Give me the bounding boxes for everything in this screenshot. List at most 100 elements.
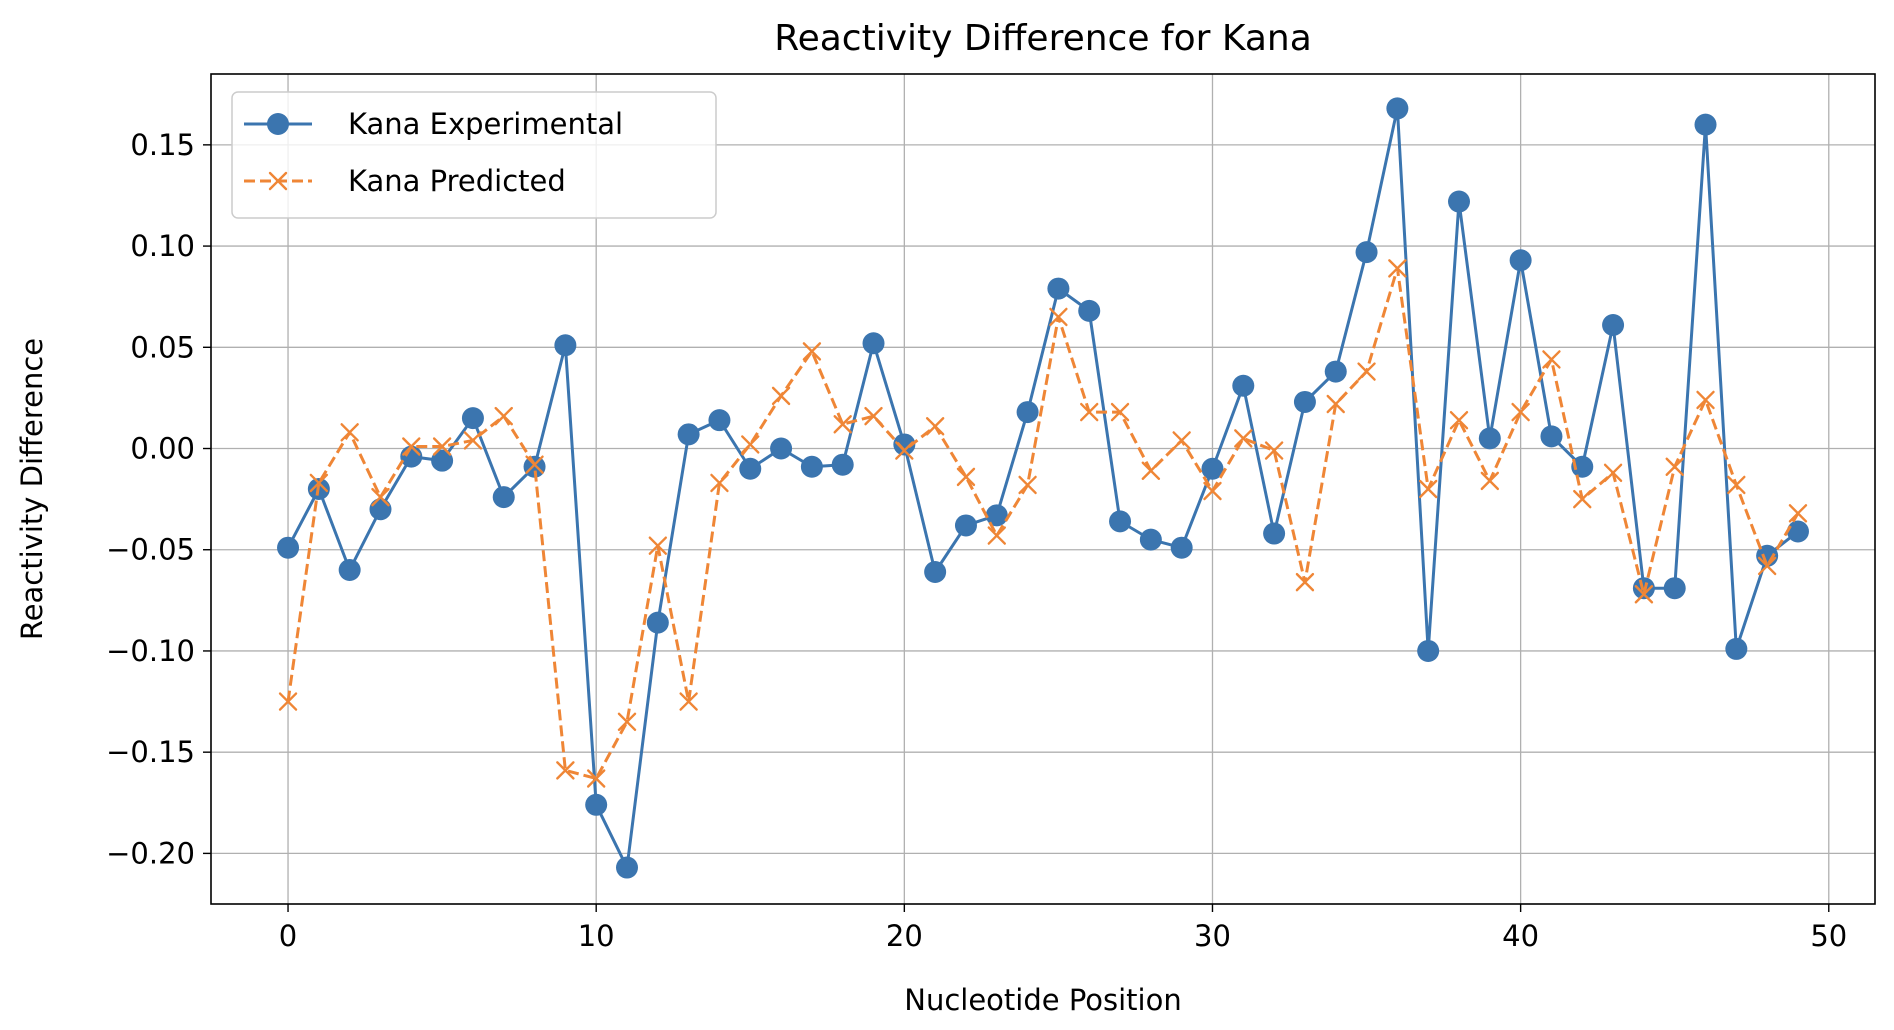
data-point-kana-predicted — [1449, 410, 1469, 430]
series-line-kana-experimental — [286, 106, 1799, 870]
data-point-kana-experimental — [523, 455, 546, 478]
data-point-kana-predicted — [525, 455, 544, 474]
data-point-kana-predicted — [432, 437, 452, 456]
legend-box — [231, 91, 717, 219]
data-point-kana-predicted — [1203, 481, 1222, 501]
data-point-kana-experimental — [985, 504, 1008, 527]
data-point-kana-experimental — [1725, 637, 1748, 660]
y-tick-label: 0.10 — [130, 229, 195, 263]
data-point-kana-experimental — [1355, 241, 1378, 264]
legend-x-marker — [268, 171, 288, 191]
data-point-kana-experimental — [461, 407, 484, 430]
data-point-kana-predicted — [1018, 475, 1037, 495]
data-point-kana-experimental — [1263, 522, 1286, 545]
data-point-kana-predicted — [987, 526, 1006, 545]
data-point-kana-experimental — [1386, 97, 1409, 120]
data-point-kana-experimental — [1078, 299, 1101, 322]
y-tick-label: 0.05 — [130, 330, 195, 364]
data-point-kana-experimental — [338, 558, 361, 581]
data-point-kana-predicted — [402, 437, 421, 456]
data-point-kana-predicted — [648, 536, 668, 555]
data-point-kana-experimental — [431, 449, 454, 472]
data-point-kana-predicted — [1511, 402, 1530, 422]
chart-title: Reactivity Difference for Kana — [774, 18, 1312, 59]
data-point-kana-experimental — [1139, 528, 1162, 551]
data-point-kana-predicted — [1357, 362, 1376, 381]
data-point-kana-predicted — [1295, 572, 1315, 592]
data-point-kana-experimental — [1201, 457, 1224, 480]
data-point-kana-experimental — [1786, 520, 1809, 543]
data-point-kana-predicted — [1696, 390, 1715, 410]
data-point-kana-experimental — [893, 433, 916, 456]
legend-label-experimental: Kana Experimental — [348, 107, 623, 141]
y-tick-label: −0.10 — [106, 634, 195, 668]
data-point-kana-experimental — [1109, 510, 1132, 533]
data-point-kana-predicted — [617, 712, 637, 732]
x-tick-label: 10 — [578, 919, 615, 953]
data-point-kana-predicted — [864, 406, 883, 426]
data-point-kana-experimental — [1478, 427, 1501, 450]
x-tick-label: 20 — [886, 919, 923, 953]
data-point-kana-experimental — [1293, 390, 1316, 413]
data-point-kana-experimental — [1232, 374, 1255, 397]
y-tick-label: 0.15 — [130, 128, 195, 162]
x-tick-label: 30 — [1194, 919, 1231, 953]
data-point-kana-predicted — [1172, 431, 1191, 450]
data-point-kana-predicted — [1480, 471, 1500, 491]
data-point-kana-experimental — [1324, 360, 1347, 383]
data-point-kana-experimental — [770, 437, 793, 460]
data-point-kana-experimental — [1417, 639, 1440, 662]
data-point-kana-experimental — [1448, 190, 1470, 213]
x-axis-label: Nucleotide Position — [904, 983, 1181, 1017]
data-point-kana-predicted — [741, 435, 760, 454]
data-point-kana-predicted — [925, 417, 945, 436]
data-point-kana-experimental — [616, 856, 638, 879]
legend-marker-experimental — [267, 113, 289, 135]
data-point-kana-predicted — [1634, 585, 1654, 604]
y-tick-label: 0.00 — [130, 432, 195, 466]
data-point-kana-experimental — [954, 514, 977, 537]
ticks-layer: 0 10 20 30 40 50 −0.20 −0.15 −0.10 −0.05 0.00 0.05 0… — [106, 128, 1847, 953]
data-point-kana-predicted — [1264, 441, 1284, 460]
plot-frame — [210, 73, 1876, 905]
x-tick-label: 40 — [1502, 919, 1539, 953]
data-point-kana-experimental — [1602, 314, 1625, 337]
data-point-kana-predicted — [1603, 463, 1623, 483]
data-point-kana-predicted — [771, 386, 791, 406]
x-tick-label: 0 — [279, 919, 297, 953]
legend-label-predicted: Kana Predicted — [348, 164, 566, 198]
data-point-kana-predicted — [1388, 259, 1407, 278]
data-point-kana-predicted — [1727, 475, 1746, 495]
legend-marker-predicted — [268, 171, 288, 191]
data-point-kana-experimental — [1694, 113, 1717, 136]
data-point-kana-predicted — [956, 467, 976, 487]
data-point-kana-predicted — [278, 692, 298, 711]
data-point-kana-predicted — [1573, 489, 1592, 509]
data-point-kana-experimental — [585, 793, 608, 816]
data-point-kana-predicted — [679, 692, 698, 711]
data-point-kana-experimental — [1170, 536, 1193, 559]
y-tick-label: −0.15 — [106, 735, 195, 769]
legend: Kana Experimental Kana Predicted — [231, 91, 717, 219]
data-point-kana-experimental — [831, 453, 854, 476]
data-point-kana-predicted — [1326, 394, 1345, 414]
data-point-kana-experimental — [677, 423, 700, 446]
data-point-kana-predicted — [1757, 556, 1777, 576]
data-point-kana-experimental — [924, 561, 947, 583]
y-axis-label: Reactivity Difference — [15, 338, 49, 640]
x-tick-label: 50 — [1810, 919, 1847, 953]
data-point-kana-experimental — [739, 457, 762, 480]
data-point-kana-experimental — [492, 486, 515, 509]
data-point-kana-experimental — [646, 611, 669, 634]
data-point-kana-predicted — [1665, 457, 1684, 476]
data-point-kana-experimental — [277, 536, 300, 559]
data-point-kana-experimental — [369, 498, 392, 521]
data-point-kana-predicted — [833, 415, 852, 434]
data-point-kana-predicted — [1542, 350, 1561, 369]
data-point-kana-predicted — [586, 769, 606, 788]
data-point-kana-predicted — [371, 487, 390, 507]
data-point-kana-experimental — [1016, 401, 1039, 424]
data-point-kana-experimental — [554, 334, 577, 357]
data-point-kana-experimental — [862, 332, 885, 355]
